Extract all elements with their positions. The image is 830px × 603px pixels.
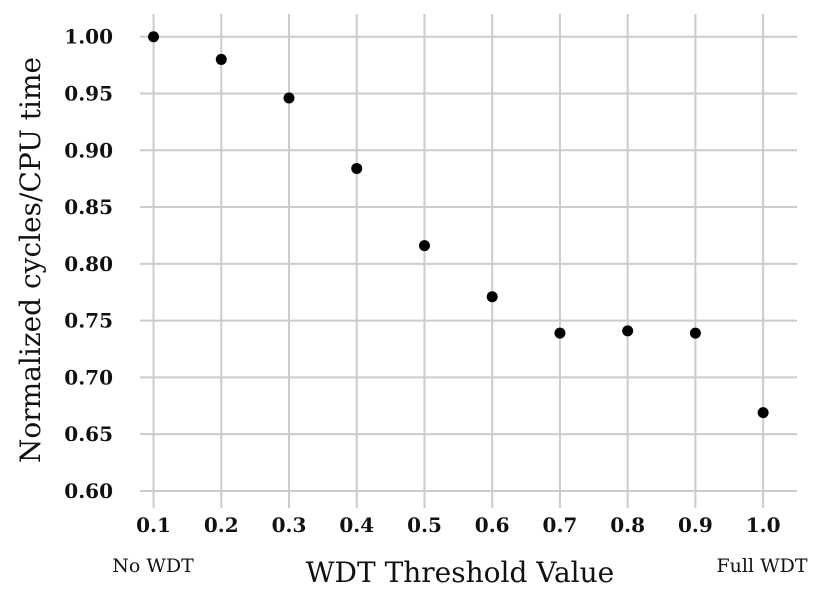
y-tick-label: 1.00 <box>64 25 113 49</box>
data-point <box>554 327 566 339</box>
data-point <box>689 327 701 339</box>
data-point <box>148 31 160 43</box>
y-tick-label: 0.80 <box>64 252 113 276</box>
y-tick-label: 0.95 <box>64 81 113 105</box>
y-axis-title: Normalized cycles/CPU time <box>14 57 47 463</box>
y-tick-label: 0.70 <box>64 365 113 389</box>
x-tick-label: 0.9 <box>678 513 713 537</box>
x-tick-label: 0.6 <box>475 513 510 537</box>
data-point <box>418 240 430 252</box>
data-point <box>215 53 227 65</box>
x-axis-title: WDT Threshold Value <box>306 556 614 589</box>
data-point <box>283 92 295 104</box>
x-tick-label: 0.7 <box>543 513 578 537</box>
data-point <box>757 407 769 419</box>
data-point <box>351 162 363 174</box>
x-tick-labels: 0.1 0.2 0.3 0.4 0.5 0.6 0.7 0.8 0.9 1.0 <box>136 513 780 537</box>
x-tick-label: 0.1 <box>136 513 171 537</box>
x-tick-label: 0.2 <box>204 513 239 537</box>
x-tick-label: 0.8 <box>610 513 645 537</box>
y-tick-label: 0.65 <box>64 422 113 446</box>
data-points <box>148 31 769 419</box>
y-tick-label: 0.90 <box>64 138 113 162</box>
x-tick-label: 0.3 <box>272 513 307 537</box>
annotation-no-wdt: No WDT <box>112 555 194 577</box>
x-tick-label: 0.5 <box>407 513 442 537</box>
y-tick-labels: 0.60 0.65 0.70 0.75 0.80 0.85 0.90 0.95 1.00 <box>64 25 113 503</box>
data-point <box>486 291 498 303</box>
x-tick-label: 1.0 <box>746 513 781 537</box>
y-tick-label: 0.75 <box>64 309 113 333</box>
data-point <box>622 325 634 337</box>
y-tick-label: 0.85 <box>64 195 113 219</box>
annotation-full-wdt: Full WDT <box>716 555 807 577</box>
x-tick-label: 0.4 <box>339 513 374 537</box>
grid-lines <box>140 14 797 508</box>
y-tick-label: 0.60 <box>64 479 113 503</box>
